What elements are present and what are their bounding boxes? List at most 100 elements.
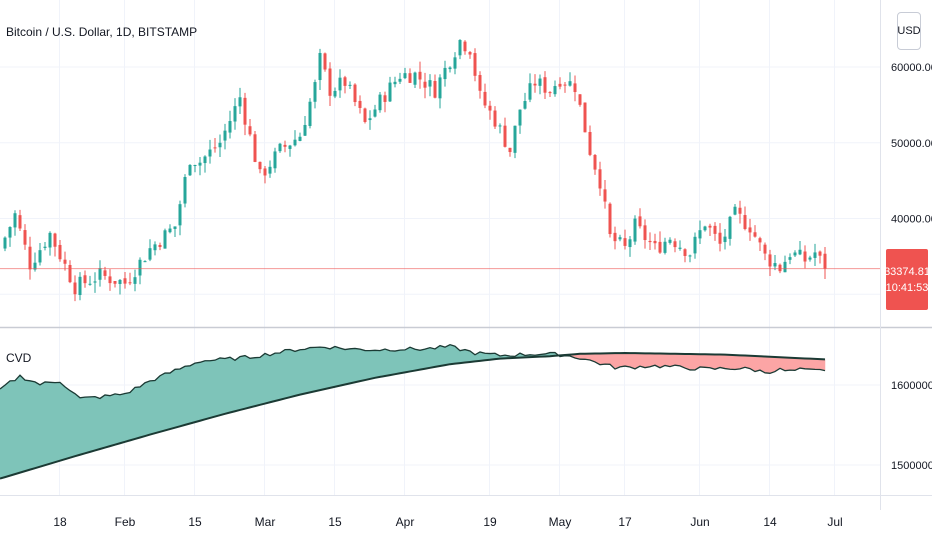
candle-body — [58, 244, 62, 260]
candle-body — [148, 248, 152, 260]
candle-body — [718, 232, 722, 244]
cvd-fill-positive — [299, 349, 306, 395]
time-tick-label: 17 — [618, 515, 632, 529]
candle-body — [618, 237, 622, 240]
cvd-fill-positive — [84, 396, 91, 454]
candle-body — [748, 227, 752, 233]
candle-body — [373, 109, 377, 117]
time-tick-label: Feb — [115, 515, 136, 529]
candle-body — [168, 228, 172, 233]
candle-body — [173, 226, 177, 229]
candle-body — [763, 244, 767, 254]
cvd-fill-positive — [129, 386, 136, 441]
candle-body — [708, 225, 712, 228]
candle-body — [568, 81, 572, 86]
time-tick-label: Mar — [255, 515, 276, 529]
candle-body — [178, 204, 182, 226]
candle-body — [233, 106, 237, 122]
candle-body — [143, 261, 147, 263]
candle-body — [468, 52, 472, 55]
cvd-fill-positive — [134, 386, 141, 440]
candle-body — [133, 277, 137, 284]
candle-body — [48, 232, 52, 248]
cvd-tick-label: 1600000 — [891, 380, 932, 392]
candle-body — [253, 134, 257, 162]
candle-body — [543, 77, 547, 93]
candle-body — [813, 252, 817, 258]
cvd-fill-positive — [189, 362, 196, 424]
cvd-fill-positive — [209, 359, 216, 419]
candle-body — [383, 95, 387, 102]
axes: 60000.00 50000.00 40000.00 1600000 1500000 18… — [0, 0, 932, 529]
currency-button[interactable]: USD — [897, 12, 921, 50]
candle-body — [318, 52, 322, 81]
candle-body — [603, 189, 607, 202]
cvd-fill-negative — [709, 354, 716, 370]
cvd-fill-positive — [444, 344, 451, 366]
candle-body — [8, 227, 12, 238]
candle-body — [593, 154, 597, 170]
candle-body — [768, 254, 772, 267]
cvd-fill-positive — [304, 347, 311, 394]
cvd-fill-positive — [44, 381, 51, 466]
cvd-fill-positive — [364, 350, 371, 381]
cvd-fill-negative — [629, 352, 636, 370]
time-tick-label: 19 — [483, 515, 497, 529]
candle-body — [83, 275, 87, 284]
cvd-fill-positive — [59, 381, 66, 462]
candle-body — [363, 108, 367, 122]
cvd-fill-positive — [179, 365, 186, 427]
candle-body — [758, 238, 762, 243]
candle-body — [438, 77, 442, 99]
candle-body — [243, 97, 247, 125]
cvd-fill-positive — [149, 380, 156, 435]
candle-body — [138, 259, 142, 276]
candle-body — [698, 230, 702, 239]
indicator-title: CVD — [6, 351, 32, 365]
cvd-fill-negative — [744, 355, 751, 369]
cvd-fill-positive — [409, 346, 416, 372]
cvd-fill-negative — [644, 353, 651, 368]
candle-body — [403, 73, 407, 79]
cvd-fill-positive — [349, 348, 356, 384]
candle-body — [183, 177, 187, 204]
cvd-fill-negative — [619, 352, 626, 368]
cvd-fill-positive — [94, 396, 101, 451]
candle-body — [128, 282, 132, 284]
symbol-title: Bitcoin / U.S. Dollar, 1D, BITSTAMP — [6, 25, 198, 39]
cvd-fill-positive — [399, 349, 406, 374]
candle-body — [283, 144, 287, 147]
bar-countdown: 10:41:53 — [885, 281, 929, 294]
candle-body — [728, 216, 732, 239]
candle-body — [668, 239, 672, 243]
cvd-fill-positive — [254, 357, 261, 407]
candle-body — [328, 68, 332, 96]
cvd-fill-positive — [319, 346, 326, 391]
candle-body — [158, 245, 162, 247]
candle-body — [268, 166, 272, 174]
candle-body — [643, 225, 647, 241]
candle-body — [78, 276, 82, 296]
cvd-fill-negative — [604, 353, 611, 365]
candle-body — [638, 216, 642, 227]
candle-body — [63, 259, 67, 264]
candle-body — [688, 255, 692, 257]
cvd-fill-positive — [0, 384, 6, 479]
time-tick-label: 18 — [53, 515, 67, 529]
time-tick-label: Jun — [690, 515, 709, 529]
candle-body — [73, 282, 77, 295]
cvd-fill-positive — [414, 348, 421, 371]
cvd-fill-positive — [74, 393, 81, 457]
time-tick-label: Jul — [827, 515, 842, 529]
cvd-fill-positive — [464, 349, 471, 363]
cvd-fill-positive — [239, 355, 246, 411]
candle-body — [588, 131, 592, 155]
candle-body — [823, 253, 827, 269]
cvd-fill-negative — [809, 358, 816, 370]
candle-body — [423, 81, 427, 88]
candle-body — [163, 230, 167, 249]
cvd-fill-positive — [14, 374, 21, 475]
candle-body — [578, 94, 582, 105]
candle-body — [453, 57, 457, 69]
